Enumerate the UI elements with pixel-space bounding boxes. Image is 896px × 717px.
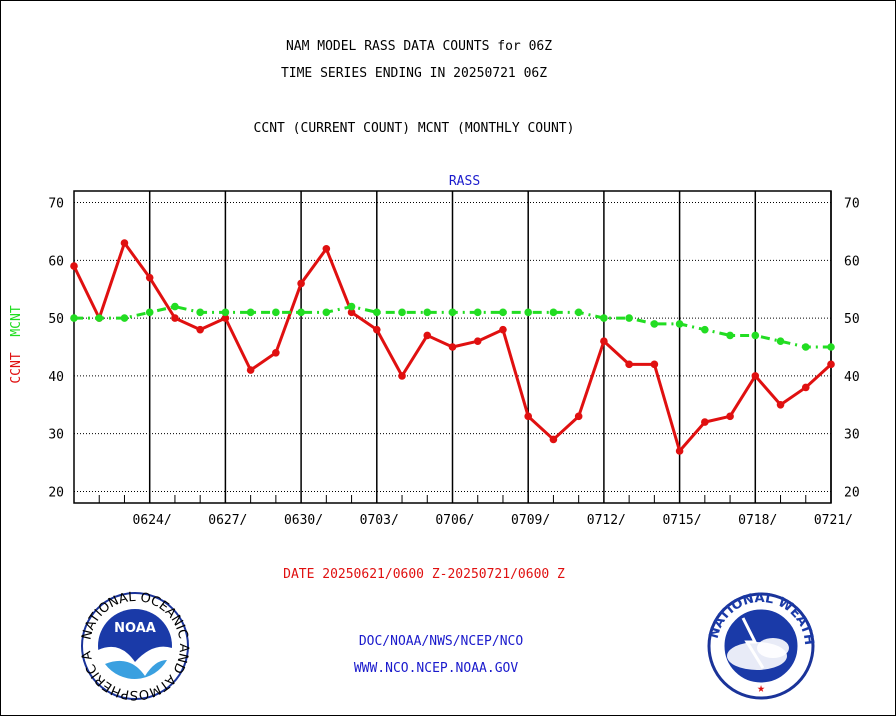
data-point-mcnt: [726, 331, 734, 340]
data-point-ccnt: [398, 372, 406, 380]
x-tick-label: 0715/: [662, 513, 701, 528]
data-point-mcnt: [549, 308, 558, 317]
data-point-ccnt: [549, 435, 558, 444]
data-point-mcnt: [574, 308, 583, 317]
data-point-mcnt: [171, 302, 179, 311]
data-point-ccnt: [448, 343, 457, 351]
y-tick-label-left: 30: [48, 428, 64, 443]
data-point-mcnt: [650, 320, 659, 328]
y-tick-label-right: 60: [844, 254, 860, 269]
data-point-ccnt: [827, 360, 835, 369]
y-tick-label-left: 40: [48, 370, 64, 385]
data-point-mcnt: [272, 308, 280, 317]
nws-star-icon: ★: [757, 681, 765, 696]
data-point-ccnt: [801, 383, 810, 392]
data-point-mcnt: [600, 314, 608, 322]
data-point-mcnt: [398, 308, 406, 317]
date-range: DATE 20250621/0600 Z-20250721/0600 Z: [283, 567, 565, 582]
y-tick-label-left: 70: [48, 197, 64, 212]
y-tick-label-left: 20: [48, 485, 64, 500]
noaa-logo-icon: NOAA NATIONAL OCEANIC AND ATMOSPHERIC AD…: [79, 590, 191, 702]
data-point-ccnt: [423, 331, 432, 340]
data-point-mcnt: [625, 314, 633, 322]
data-point-ccnt: [171, 314, 179, 322]
y-tick-label-right: 20: [844, 485, 860, 500]
data-point-mcnt: [423, 308, 432, 317]
data-point-ccnt: [625, 360, 633, 369]
x-tick-label: 0706/: [435, 513, 474, 528]
data-point-ccnt: [701, 418, 709, 426]
x-tick-label: 0627/: [208, 513, 247, 528]
data-point-ccnt: [272, 348, 280, 357]
y-tick-label-left: 50: [48, 312, 64, 327]
x-tick-label: 0712/: [587, 513, 626, 528]
data-point-mcnt: [675, 320, 684, 328]
x-tick-label: 0721/: [814, 513, 853, 528]
data-point-mcnt: [95, 314, 104, 322]
data-point-ccnt: [726, 412, 734, 421]
x-tick-label: 0703/: [360, 513, 399, 528]
y-tick-label-left: 60: [48, 254, 64, 269]
data-point-mcnt: [373, 308, 381, 317]
data-point-mcnt: [448, 308, 457, 317]
data-point-ccnt: [322, 244, 331, 253]
data-point-ccnt: [297, 279, 305, 288]
data-point-ccnt: [221, 314, 230, 322]
y-tick-label-right: 40: [844, 370, 860, 385]
nws-logo-icon: NATIONAL WEATHER SERVICE ★: [707, 591, 816, 700]
data-point-ccnt: [347, 308, 356, 317]
data-point-mcnt: [120, 314, 129, 322]
x-tick-label: 0624/: [133, 513, 172, 528]
data-point-mcnt: [221, 308, 230, 317]
data-point-ccnt: [70, 262, 78, 270]
data-point-mcnt: [524, 308, 532, 317]
noaa-logo-text: NOAA: [114, 621, 156, 636]
data-point-mcnt: [322, 308, 331, 317]
chart-subtitle-legend: CCNT (CURRENT COUNT) MCNT (MONTHLY COUNT…: [253, 121, 575, 136]
data-point-mcnt: [751, 331, 760, 340]
data-point-ccnt: [650, 360, 659, 369]
data-point-mcnt: [801, 343, 810, 351]
data-point-ccnt: [776, 400, 785, 409]
data-point-ccnt: [499, 325, 507, 334]
data-point-ccnt: [373, 325, 381, 334]
data-point-ccnt: [751, 372, 760, 380]
data-point-mcnt: [827, 343, 835, 351]
data-point-mcnt: [347, 302, 356, 311]
data-point-ccnt: [574, 412, 583, 421]
data-point-mcnt: [499, 308, 507, 317]
data-point-mcnt: [70, 314, 78, 322]
data-point-ccnt: [145, 273, 154, 282]
data-point-ccnt: [524, 412, 532, 421]
x-tick-label: 0630/: [284, 513, 323, 528]
data-point-mcnt: [297, 308, 305, 317]
data-point-ccnt: [120, 239, 129, 247]
x-tick-label: 0709/: [511, 513, 550, 528]
data-point-ccnt: [196, 325, 204, 334]
data-point-mcnt: [196, 308, 204, 317]
data-point-ccnt: [473, 337, 482, 346]
y-tick-label-right: 50: [844, 312, 860, 327]
data-point-mcnt: [145, 308, 154, 317]
data-point-mcnt: [776, 337, 785, 346]
org-label: DOC/NOAA/NWS/NCEP/NCO: [358, 634, 524, 649]
x-tick-label: 0718/: [738, 513, 777, 528]
data-point-ccnt: [246, 366, 255, 374]
data-point-mcnt: [701, 325, 709, 334]
chart-title: NAM MODEL RASS DATA COUNTS for 06Z: [285, 39, 553, 54]
data-point-ccnt: [600, 337, 608, 346]
y-tick-label-right: 70: [844, 197, 860, 212]
plot-title: RASS: [449, 174, 480, 189]
website-link[interactable]: WWW.NCO.NCEP.NOAA.GOV: [353, 661, 519, 676]
y-axis-label-ccnt: CCNT: [9, 352, 24, 383]
chart-subtitle-time: TIME SERIES ENDING IN 20250721 06Z: [280, 66, 548, 81]
y-tick-label-right: 30: [844, 428, 860, 443]
data-point-mcnt: [246, 308, 255, 317]
data-point-ccnt: [675, 447, 684, 455]
data-point-mcnt: [473, 308, 482, 317]
y-axis-label-mcnt: MCNT: [9, 305, 24, 336]
